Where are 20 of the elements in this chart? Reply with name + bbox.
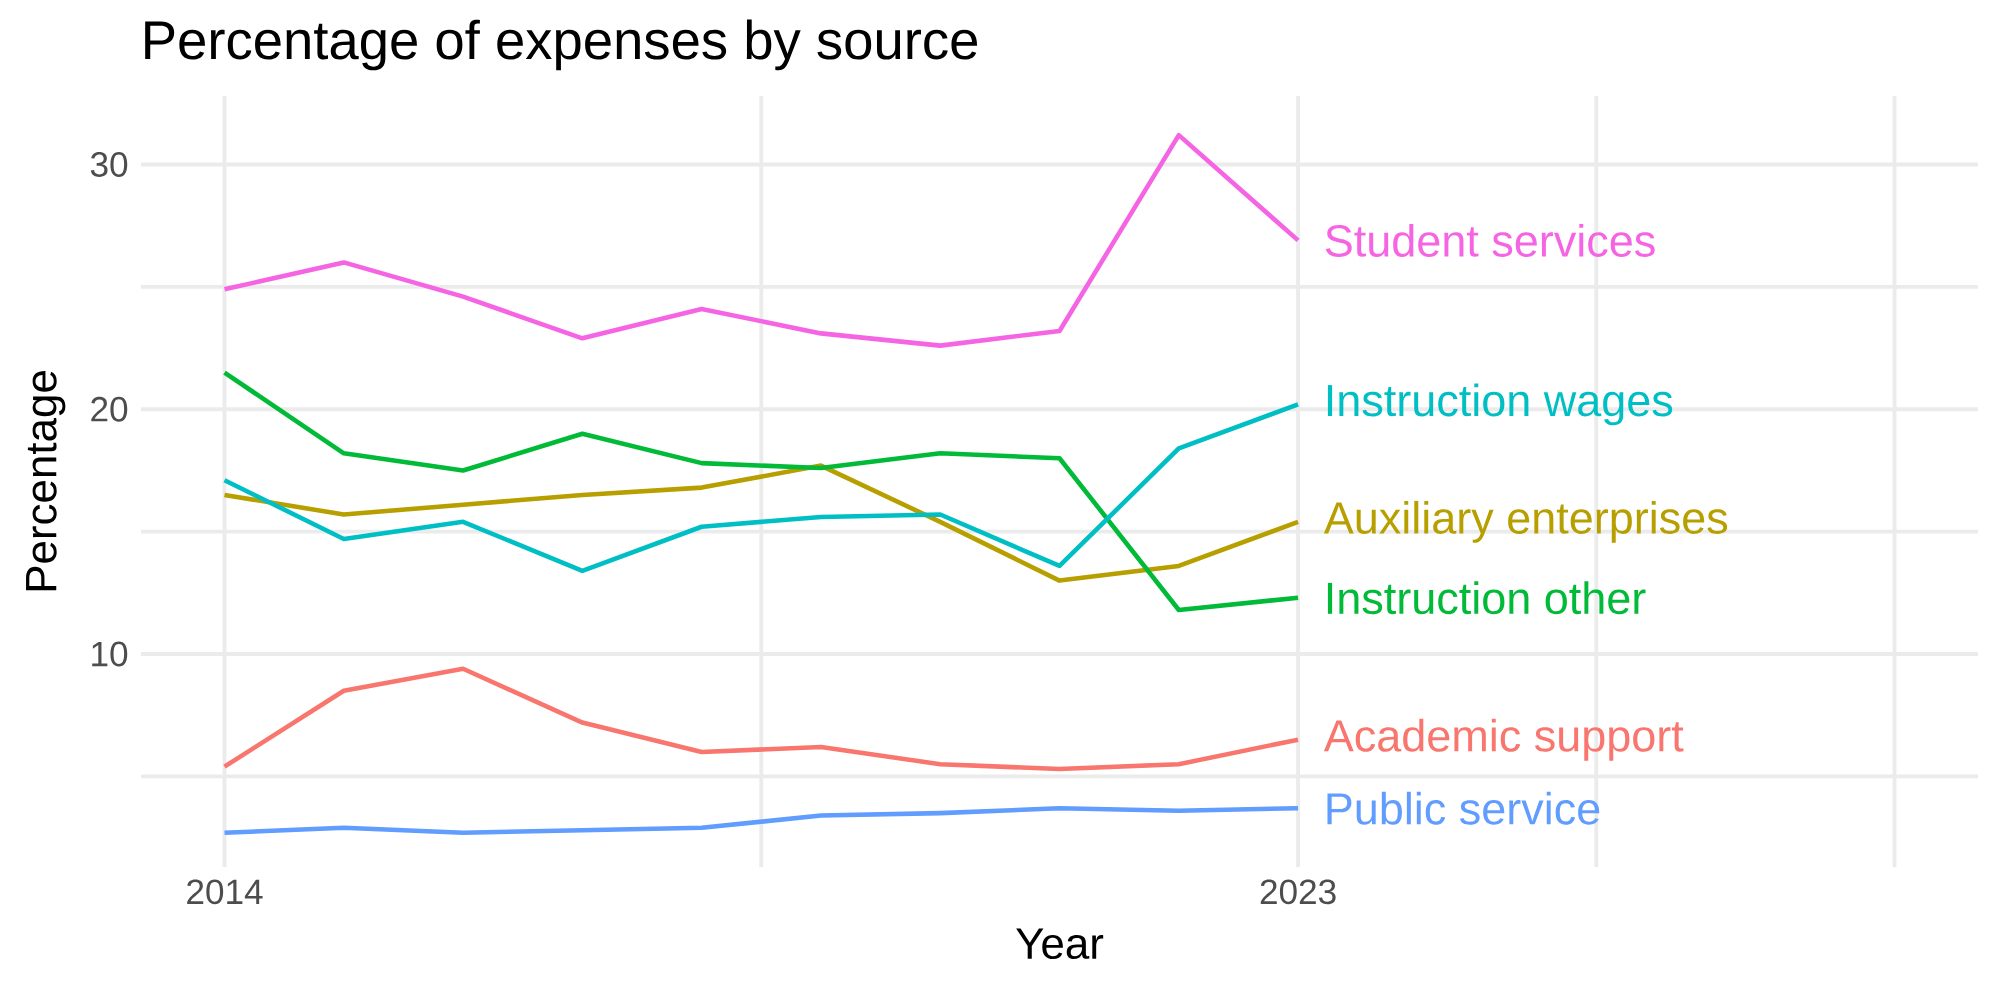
chart-title: Percentage of expenses by source [145, 19, 978, 71]
line-series [222, 370, 1301, 613]
y-tick-label: 20 [91, 396, 128, 422]
y-axis-title: Percentage [26, 371, 66, 591]
y-tick-label: 10 [92, 641, 128, 667]
series-label: Instruction other [1327, 581, 1646, 615]
series-label: Public service [1327, 791, 1600, 825]
series-label: Instruction wages [1327, 383, 1673, 426]
line-series [222, 666, 1301, 772]
x-tick-label: 2023 [1260, 879, 1336, 905]
series-label: Academic support [1323, 718, 1684, 761]
line-series [222, 805, 1301, 836]
x-axis-title: Year [1016, 928, 1104, 960]
x-tick-label: 2014 [187, 879, 263, 905]
y-tick-label: 30 [90, 152, 128, 177]
line-series [222, 463, 1301, 583]
line-series [222, 132, 1301, 348]
line-series [222, 402, 1301, 574]
series-label: Auxiliary enterprises [1323, 500, 1728, 543]
series-label: Student services [1325, 223, 1655, 257]
